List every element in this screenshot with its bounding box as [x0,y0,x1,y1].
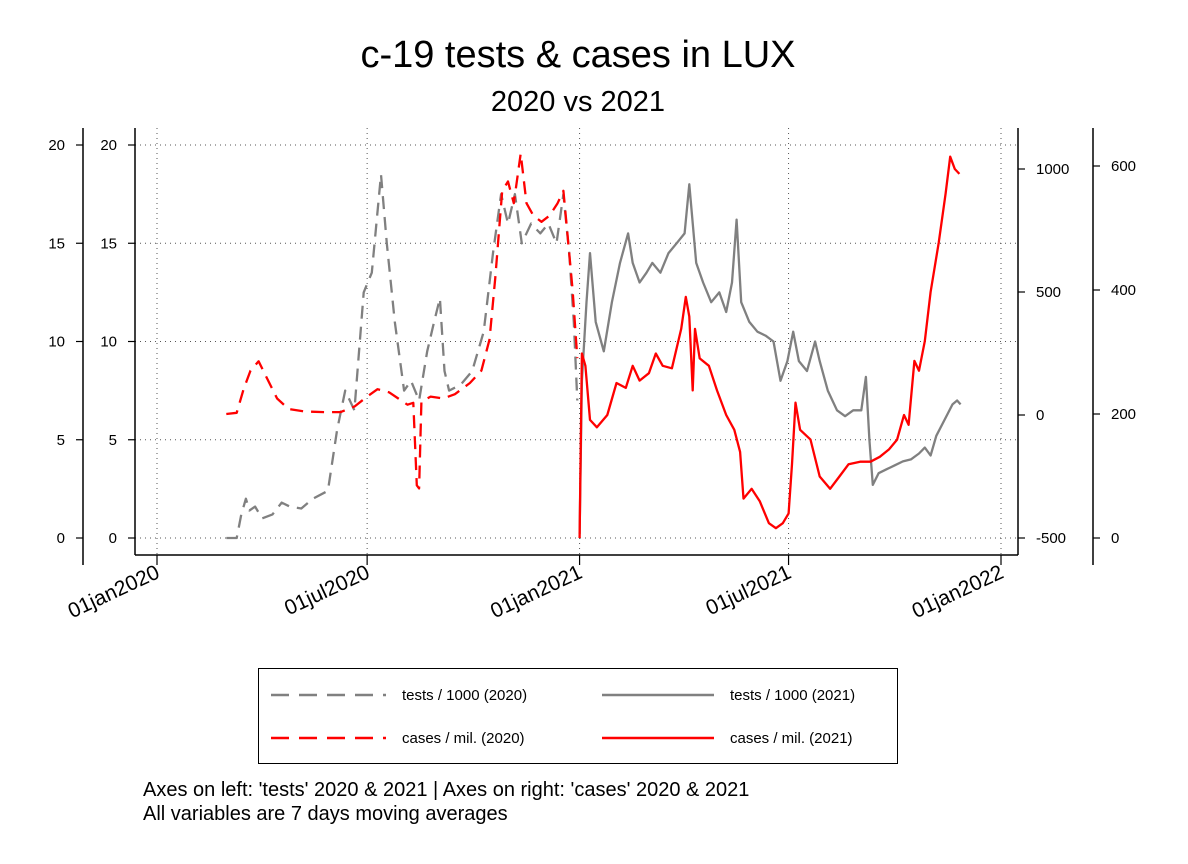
chart-legend: tests / 1000 (2020) tests / 1000 (2021) … [258,668,898,764]
note-moving-average: All variables are 7 days moving averages [143,803,508,825]
x-tick-label: 01jan2022 [908,561,1007,623]
y-tick-label: 10 [48,334,65,351]
legend-item-tests-2021: tests / 1000 (2021) [602,684,855,706]
legend-label-cases-2020: cases / mil. (2020) [402,729,525,747]
y-tick-label: 1000 [1036,161,1069,178]
series-line-tests-1000-2021 [578,183,962,535]
chart-subtitle: 2020 vs 2021 [490,86,666,118]
series-line-tests-1000-2020 [226,173,579,540]
y-tick-label: 0 [1036,407,1044,424]
y-tick-label: 5 [57,432,65,449]
legend-swatch-cases-2021 [602,736,714,740]
legend-label-tests-2020: tests / 1000 (2020) [402,686,528,704]
y-tick-label: 20 [100,137,117,154]
legend-item-cases-2020: cases / mil. (2020) [271,727,525,749]
y-tick-label: 0 [1111,530,1119,547]
y-tick-label: 5 [109,432,117,449]
y-tick-label: 200 [1111,406,1136,423]
chart-title: c-19 tests & cases in LUX [360,34,796,76]
y-tick-label: 600 [1111,158,1136,175]
legend-label-cases-2021: cases / mil. (2021) [730,729,853,747]
x-tick-label: 01jul2020 [281,561,373,620]
y-tick-label: 0 [57,530,65,547]
y-tick-label: -500 [1036,530,1066,547]
y-tick-label: 15 [48,235,65,252]
x-tick-label: 01jan2021 [487,561,586,623]
x-tick-label: 01jan2020 [64,561,163,623]
y-tick-label: 500 [1036,284,1061,301]
x-tick-label: 01jul2021 [702,561,794,620]
y-tick-label: 10 [100,334,117,351]
series-line-cases-mil-2020 [226,152,579,490]
y-tick-label: 400 [1111,282,1136,299]
legend-label-tests-2021: tests / 1000 (2021) [730,686,856,704]
y-tick-label: 15 [100,235,117,252]
legend-item-tests-2020: tests / 1000 (2020) [271,684,527,706]
legend-swatch-cases-2020 [271,736,386,740]
legend-swatch-tests-2021 [602,693,714,697]
note-axes: Axes on left: 'tests' 2020 & 2021 | Axes… [143,779,750,801]
legend-swatch-tests-2020 [271,693,386,697]
y-tick-label: 20 [48,137,65,154]
y-tick-label: 0 [109,530,117,547]
series-line-cases-mil-2021 [578,155,961,539]
legend-item-cases-2021: cases / mil. (2021) [602,727,853,749]
